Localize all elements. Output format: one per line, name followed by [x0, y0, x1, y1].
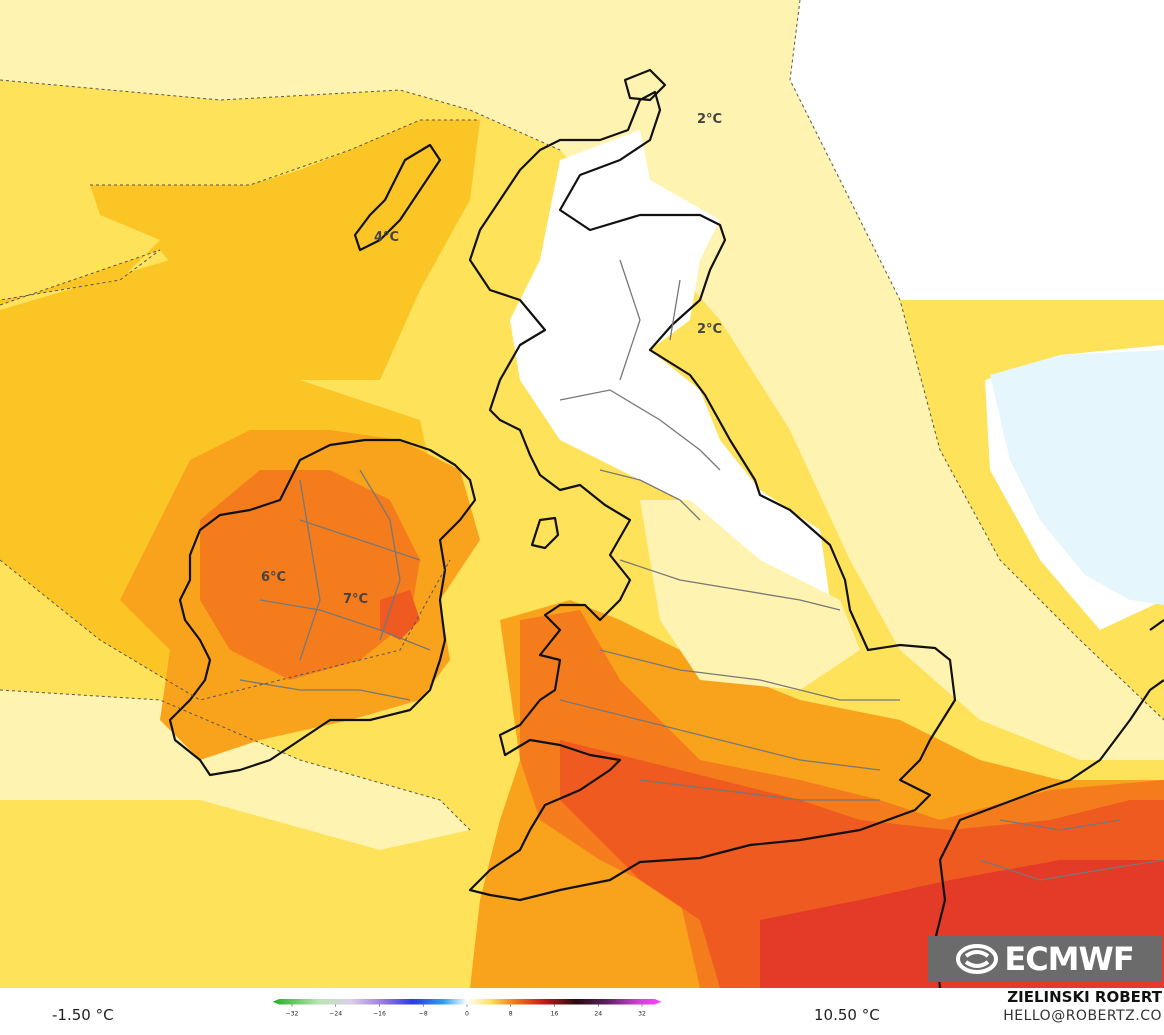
contour-lines [0, 0, 1164, 831]
ireland-dark-orange [200, 470, 420, 680]
colorbar-bar [272, 999, 662, 1005]
contour-label-7c: 7°C [343, 592, 368, 607]
colorbar-tick-label: 16 [551, 1011, 559, 1018]
temperature-map[interactable]: 2°C 2°C 4°C 6°C 7°C [0, 0, 1164, 988]
pale-band-north [0, 0, 1164, 760]
ireland-red [380, 590, 420, 640]
colorbar-tick-label: −16 [373, 1011, 386, 1018]
colorbar: −32 −24 −16 −8 0 8 16 24 32 [272, 999, 662, 1018]
scotland-white [510, 130, 830, 620]
colorbar-tick-label: −32 [286, 1011, 299, 1018]
colorbar-tick-label: 24 [594, 1011, 602, 1018]
author-email: HELLO@ROBERTZ.CO [1003, 1008, 1162, 1024]
contour-label-2c-east: 2°C [697, 322, 722, 337]
author-credit: ZIELINSKI ROBERT [1007, 988, 1162, 1006]
wales-pale [640, 500, 860, 690]
ecmwf-swirl-icon [956, 944, 999, 974]
colorbar-tick-label: 32 [638, 1011, 646, 1018]
admin-borders [239, 259, 1164, 881]
sea-ice-area [990, 350, 1164, 605]
coastlines [168, 68, 1164, 988]
colorbar-ticks: −32 −24 −16 −8 0 8 16 24 32 [286, 1004, 646, 1018]
contour-label-4c: 4°C [374, 230, 399, 245]
colorbar-min-label: -1.50 °C [52, 1006, 114, 1024]
ecmwf-logo-text: ECMWF [1004, 940, 1134, 978]
colorbar-tick-label: 0 [465, 1011, 469, 1018]
ecmwf-logo: ECMWF [928, 936, 1162, 982]
contour-label-6c: 6°C [261, 570, 286, 585]
colorbar-tick-label: −8 [419, 1011, 428, 1018]
footer [0, 988, 1164, 1035]
colorbar-tick-label: −24 [329, 1011, 342, 1018]
colorbar-max-label: 10.50 °C [814, 1006, 880, 1024]
contour-label-2c-north: 2°C [697, 112, 722, 127]
colorbar-tick-label: 8 [509, 1011, 513, 1018]
